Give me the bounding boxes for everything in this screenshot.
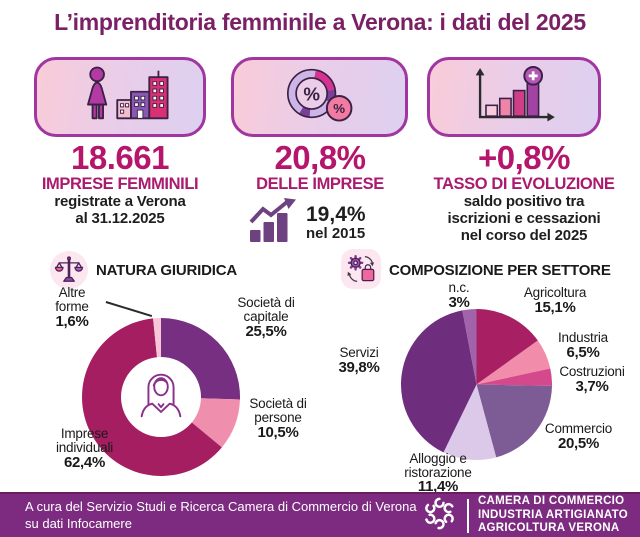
stat-value-percentuale: 20,8% [274, 139, 366, 176]
slice-label-industria: Industria 6,5% [558, 330, 608, 362]
slice-label-costruzioni: Costruzioni 3,7% [559, 364, 625, 396]
stat-label-percentuale: DELLE IMPRESE [256, 175, 384, 193]
stat-value-imprese: 18.661 [71, 139, 169, 176]
chamber-name-line1: CAMERA DI COMMERCIO [477, 495, 625, 508]
card-imprese-femminili [34, 57, 206, 137]
credit-text: A cura del Servizio Studi e Ricerca Came… [25, 499, 421, 532]
businesswoman-avatar-icon [132, 366, 190, 429]
footer-bar: A cura del Servizio Studi e Ricerca Came… [0, 492, 640, 537]
chamber-logo-group: CAMERA DI COMMERCIO INDUSTRIA ARTIGIANAT… [421, 495, 628, 537]
chamber-name: CAMERA DI COMMERCIO INDUSTRIA ARTIGIANAT… [478, 495, 628, 536]
right-chart-title: COMPOSIZIONE PER SETTORE [389, 262, 611, 279]
growth-chart-plus-icon [467, 65, 562, 129]
slice-label-nc: n.c. 3% [448, 280, 470, 312]
slice-label-imprese-individuali: Imprese individuali 62,4% [55, 426, 114, 472]
chamber-name-line2: INDUSTRIA ARTIGIANATO [477, 508, 628, 521]
credit-line1: A cura del Servizio Studi e Ricerca Came… [25, 498, 417, 514]
logo-divider [467, 498, 469, 533]
stat-desc-tasso: saldo positivo tra iscrizioni e cessazio… [447, 193, 601, 244]
slice-label-societa-capitale: Società di capitale 25,5% [237, 295, 295, 341]
percent-donut-icon: % % [272, 65, 367, 129]
trend-arrow-bars-icon [247, 197, 299, 248]
slice-label-commercio: Commercio 20,5% [544, 421, 613, 453]
svg-text:%: % [303, 83, 320, 104]
scales-icon [50, 251, 88, 289]
pie-composizione-settore [401, 309, 552, 465]
svg-text:%: % [333, 101, 345, 116]
chamber-name-line3: AGRICOLTURA VERONA [477, 522, 620, 535]
substat-text: 19,4% nel 2015 [306, 203, 366, 243]
slice-label-servizi: Servizi 39,8% [338, 345, 380, 377]
stat-value-tasso: +0,8% [478, 139, 571, 176]
page-title: L’imprenditoria femminile a Verona: i da… [54, 9, 586, 35]
stat-label-tasso: TASSO DI EVOLUZIONE [433, 175, 615, 193]
stat-label-imprese: IMPRESE FEMMINILI [41, 175, 199, 193]
leader-line-altre-forme [105, 301, 153, 317]
donut-hole [121, 357, 201, 437]
substat-2015: 19,4% nel 2015 [247, 197, 366, 248]
slice-label-altre-forme: Altre forme 1,6% [55, 285, 89, 331]
substat-label: nel 2015 [306, 224, 366, 242]
substat-value: 19,4% [306, 202, 366, 226]
slice-label-societa-persone: Società di persone 10,5% [249, 396, 307, 442]
gear-shopping-bag-icon [341, 249, 381, 289]
card-tasso-evoluzione [427, 57, 601, 137]
slice-label-alloggio-ristorazione: Alloggio e ristorazione 11,4% [404, 451, 472, 495]
left-chart-title: NATURA GIURIDICA [96, 262, 237, 279]
woman-buildings-icon [66, 66, 174, 128]
slice-label-agricoltura: Agricoltura 15,1% [523, 285, 587, 317]
card-delle-imprese: % % [231, 57, 408, 137]
credit-line2: su dati Infocamere [25, 515, 132, 531]
stat-desc-imprese: registrate a Verona al 31.12.2025 [54, 193, 186, 227]
camcom-spiral-logo-icon [421, 495, 458, 537]
